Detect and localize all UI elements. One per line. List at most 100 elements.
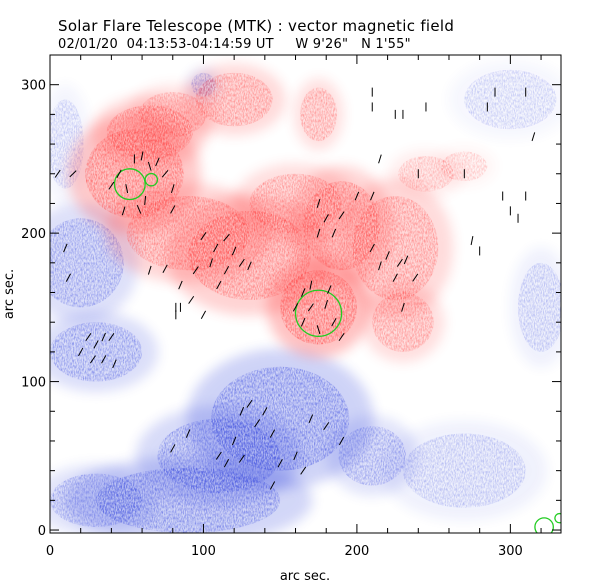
- positive-core: [195, 72, 273, 127]
- contour-1: [144, 172, 159, 187]
- field-vector-86: [246, 399, 253, 408]
- observation-time: 04:13:53-04:14:59 UT: [126, 37, 274, 52]
- field-vector-57: [378, 154, 382, 164]
- negative-region-10: [448, 59, 561, 140]
- negative-region-6: [50, 464, 159, 533]
- field-vector-19: [223, 233, 230, 242]
- field-vector-80: [90, 355, 96, 364]
- field-vector-21: [238, 258, 245, 267]
- negative-core: [50, 218, 124, 308]
- field-vector-36: [316, 325, 321, 335]
- field-vector-7: [108, 181, 115, 190]
- field-vector-49: [385, 251, 390, 260]
- field-vector-40: [327, 285, 332, 294]
- positive-core: [441, 151, 488, 182]
- field-vector-12: [170, 205, 176, 214]
- positive-region-3: [182, 63, 286, 136]
- field-vector-15: [63, 243, 68, 253]
- field-vector-33: [307, 303, 314, 312]
- field-vector-82: [112, 359, 117, 369]
- field-vector-44: [331, 228, 337, 238]
- pointing-coords: W 9'26" N 1'55": [295, 37, 411, 52]
- field-vector-1: [140, 151, 144, 161]
- field-vector-45: [338, 211, 345, 220]
- field-vector-101: [185, 429, 191, 438]
- field-vector-26: [216, 280, 222, 290]
- field-vector-9: [136, 205, 142, 214]
- positive-core: [372, 292, 434, 352]
- field-vector-102: [323, 422, 330, 431]
- field-vector-52: [392, 273, 398, 282]
- field-vector-51: [378, 261, 382, 271]
- field-vector-46: [316, 228, 321, 238]
- field-vector-47: [354, 191, 360, 201]
- field-vector-96: [293, 451, 298, 461]
- field-vector-53: [403, 255, 409, 265]
- field-vector-17: [200, 232, 207, 241]
- field-vector-13: [69, 170, 77, 178]
- field-vector-90: [269, 429, 276, 438]
- field-vector-77: [101, 332, 106, 342]
- contour-layer: [113, 168, 561, 533]
- field-vector-22: [209, 258, 213, 268]
- field-vector-25: [192, 266, 199, 275]
- field-vector-29: [178, 280, 183, 290]
- field-vector-55: [401, 302, 405, 312]
- field-vector-43: [323, 214, 329, 223]
- field-vector-10: [161, 169, 169, 178]
- contour-4: [554, 512, 561, 524]
- field-vector-78: [108, 333, 115, 342]
- vector-layer: [54, 87, 536, 490]
- field-vector-6: [144, 195, 147, 206]
- y-tick-label-2: 200: [21, 227, 46, 242]
- field-vector-24: [247, 261, 252, 271]
- chart-title: Solar Flare Telescope (MTK) : vector mag…: [58, 17, 455, 35]
- field-vector-14: [54, 169, 61, 178]
- axis-ticks: 0 100 200 300 0 100 200 300: [21, 54, 561, 559]
- field-vector-100: [170, 444, 176, 453]
- field-vector-5: [125, 184, 129, 194]
- y-axis-label: arc sec.: [2, 269, 17, 319]
- y-tick-label-1: 100: [21, 376, 46, 391]
- field-vector-95: [277, 459, 283, 468]
- field-vector-4: [116, 169, 122, 178]
- chart-subtitle: 02/01/20 04:13:53-04:14:59 UT W 9'26" N …: [58, 37, 411, 52]
- field-vector-81: [101, 355, 107, 364]
- positive-core: [300, 87, 337, 142]
- x-tick-label-3: 300: [498, 544, 523, 559]
- field-vector-34: [324, 299, 329, 309]
- field-vector-31: [200, 310, 207, 319]
- x-tick-label-0: 0: [46, 544, 54, 559]
- field-vector-76: [93, 340, 99, 349]
- field-vector-92: [215, 451, 222, 460]
- positive-region-13: [433, 146, 496, 187]
- field-vector-50: [396, 258, 403, 267]
- field-vector-42: [316, 199, 321, 208]
- field-vector-2: [147, 161, 152, 171]
- field-vector-75: [85, 333, 92, 342]
- plot-frame: [49, 54, 562, 534]
- field-vector-23: [223, 266, 230, 275]
- field-vector-41: [309, 280, 313, 290]
- field-vector-87: [262, 407, 268, 416]
- field-map: [50, 59, 561, 533]
- field-vector-89: [254, 419, 261, 428]
- field-vector-3: [155, 157, 160, 167]
- field-vector-32: [300, 288, 306, 297]
- negative-region-9: [381, 420, 548, 521]
- negative-core: [518, 262, 561, 352]
- field-vector-71: [531, 132, 536, 142]
- field-vector-88: [239, 406, 245, 416]
- x-tick-label-1: 100: [191, 544, 216, 559]
- field-vector-38: [292, 303, 299, 312]
- field-vector-11: [170, 184, 175, 194]
- field-vector-30: [188, 295, 195, 304]
- field-vector-72: [470, 236, 474, 246]
- negative-region-8: [509, 247, 561, 368]
- x-tick-label-2: 200: [344, 544, 369, 559]
- contour-3: [534, 517, 554, 533]
- field-vector-37: [300, 317, 306, 327]
- field-vector-28: [162, 264, 168, 273]
- negative-core: [50, 473, 143, 528]
